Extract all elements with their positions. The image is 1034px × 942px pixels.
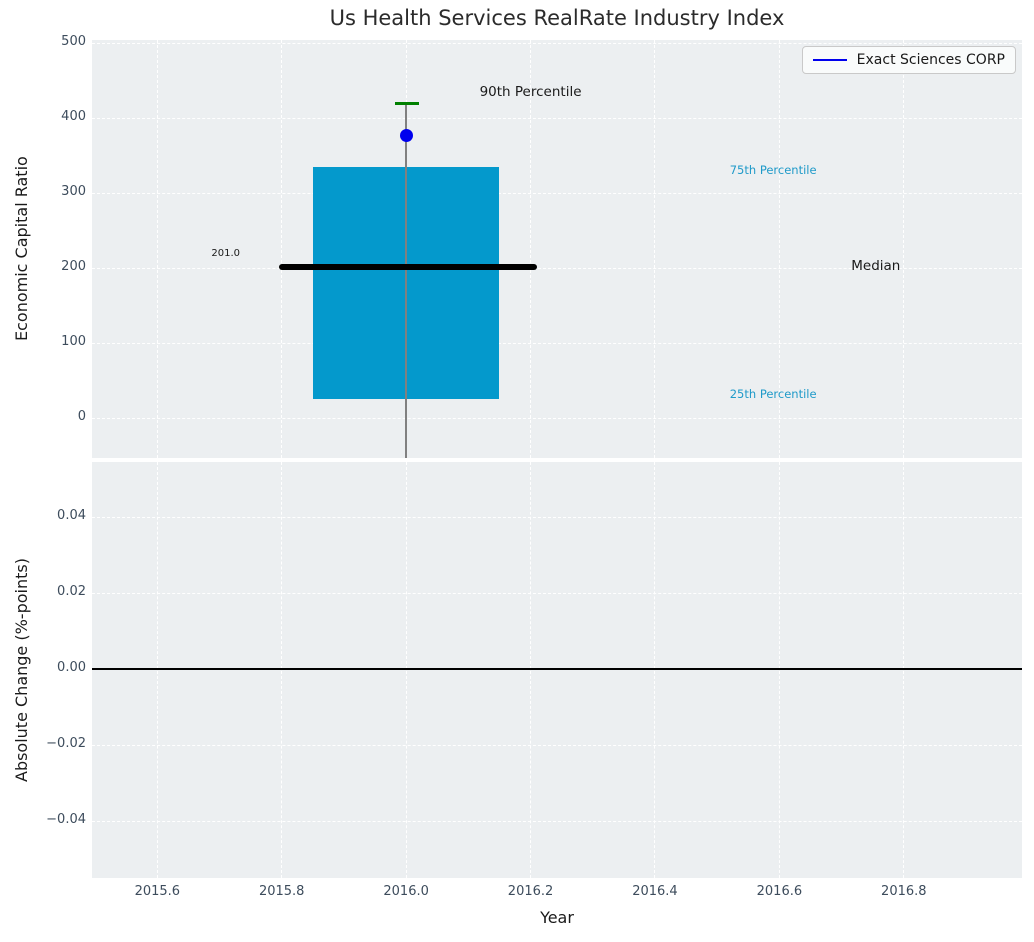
x-tick-label: 2016.6	[756, 884, 803, 899]
x-tick-label: 2015.8	[258, 884, 305, 899]
x-gridline	[654, 40, 656, 458]
x-gridline	[281, 462, 283, 878]
x-tick-label: 2016.2	[507, 884, 554, 899]
x-gridline	[405, 462, 407, 878]
y-gridline	[92, 117, 1022, 119]
zero-line	[92, 668, 1022, 670]
annotation-75th-percentile: 75th Percentile	[729, 163, 817, 178]
y-gridline	[92, 516, 1022, 518]
whisker-line	[405, 103, 407, 458]
legend: Exact Sciences CORP	[801, 46, 1016, 74]
x-gridline	[778, 40, 780, 458]
y-tick-label: 400	[61, 109, 86, 124]
x-tick-label: 2016.4	[632, 884, 678, 899]
y-gridline	[92, 592, 1022, 594]
y-gridline	[92, 267, 1022, 269]
x-gridline	[156, 462, 158, 878]
chart-title: Us Health Services RealRate Industry Ind…	[329, 6, 785, 30]
x-gridline	[778, 462, 780, 878]
x-tick-label: 2016.0	[383, 884, 429, 899]
legend-line-swatch	[812, 58, 847, 62]
legend-label: Exact Sciences CORP	[856, 52, 1005, 68]
x-gridline	[530, 462, 532, 878]
y-tick-label: 500	[61, 34, 86, 49]
y-gridline	[92, 820, 1022, 822]
x-gridline	[903, 40, 905, 458]
y-tick-label: 200	[61, 259, 86, 274]
annotation-25th-percentile: 25th Percentile	[729, 386, 817, 401]
y-gridline	[92, 417, 1022, 419]
y-tick-label: −0.02	[46, 736, 86, 752]
x-gridline	[530, 40, 532, 458]
annotation-201-0: 201.0	[211, 247, 241, 259]
median-line	[278, 264, 537, 271]
x-axis-label: Year	[540, 908, 574, 927]
p90-cap	[394, 101, 420, 105]
y-tick-label: 300	[61, 184, 86, 199]
axes-absolute-change	[92, 462, 1022, 878]
company-point	[399, 128, 413, 142]
x-tick-label: 2015.6	[134, 884, 181, 899]
y-gridline	[92, 342, 1022, 344]
annotation-90th-percentile: 90th Percentile	[479, 83, 582, 100]
y-gridline	[92, 42, 1022, 44]
y-gridline	[92, 744, 1022, 746]
axes-economic-capital-ratio: Exact Sciences CORP 90th Percentile 75th …	[92, 40, 1022, 458]
x-gridline	[654, 462, 656, 878]
y-tick-label: 100	[61, 334, 86, 350]
annotation-median: Median	[851, 257, 901, 274]
y-tick-label: −0.04	[46, 812, 86, 827]
x-tick-label: 2016.8	[881, 884, 927, 899]
x-gridline	[281, 40, 283, 458]
y-tick-label: 0.04	[57, 508, 86, 524]
x-gridline	[156, 40, 158, 458]
y-tick-label: 0	[77, 409, 86, 425]
x-gridline	[903, 462, 905, 878]
y-gridline	[92, 192, 1022, 194]
y-tick-label: 0.00	[57, 660, 86, 676]
y-axis-label-economic-capital-ratio: Economic Capital Ratio	[12, 156, 31, 342]
y-tick-label: 0.02	[57, 584, 86, 600]
